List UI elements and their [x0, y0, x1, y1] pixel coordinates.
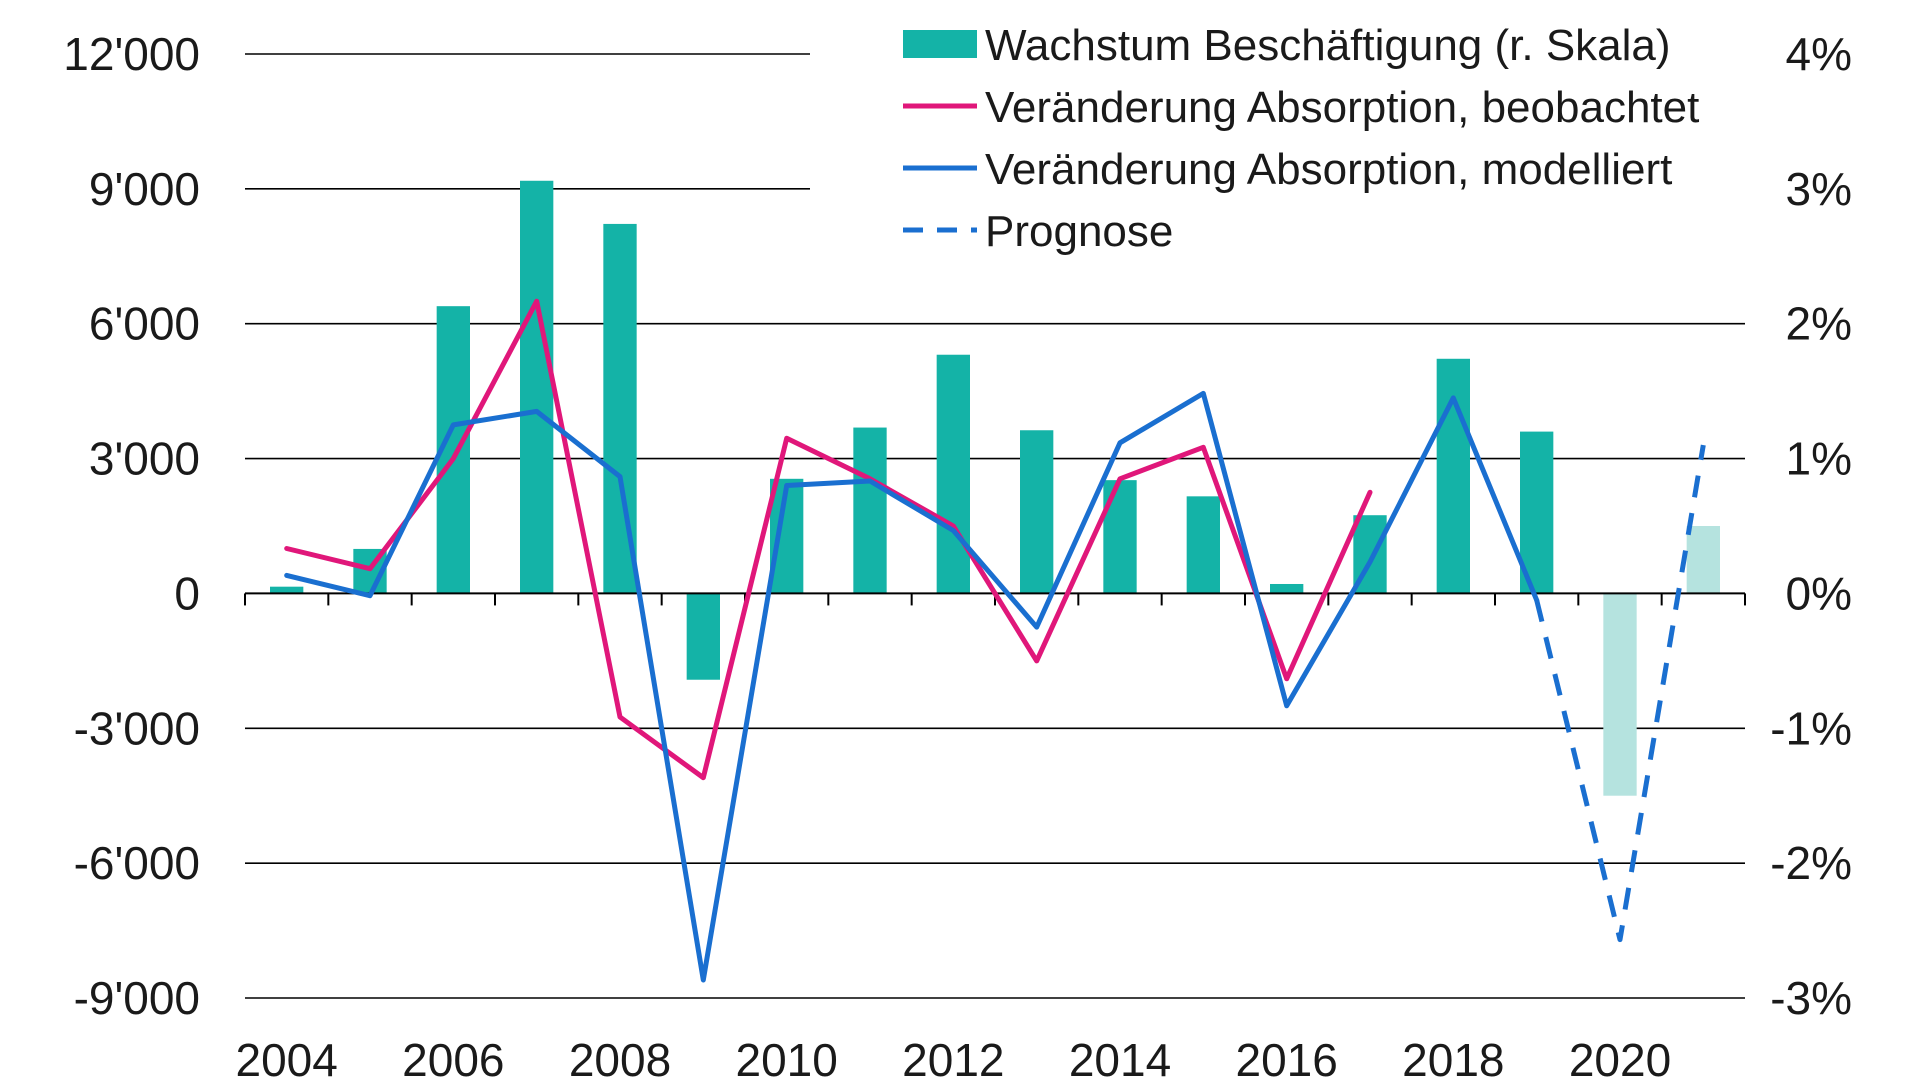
- forecast-line: [1534, 444, 1706, 943]
- x-tick-label: 2020: [1569, 1034, 1671, 1080]
- legend-item: Veränderung Absorption, modelliert: [903, 145, 1672, 194]
- absorption-lines: [284, 298, 1706, 983]
- observed-absorption-line: [284, 298, 1373, 781]
- legend-label: Veränderung Absorption, beobachtet: [985, 83, 1699, 132]
- legend-item: Veränderung Absorption, beobachtet: [903, 83, 1699, 132]
- y-right-tick-label: 1%: [1786, 433, 1852, 485]
- tick-labels: 12'000 9'000 6'000 3'000 0 -3'000 -6'000 -9'000…: [63, 28, 1852, 1085]
- x-tick-label: 2016: [1235, 1034, 1337, 1080]
- y-left-tick-label: 12'000: [63, 28, 200, 80]
- bar-2013: [1020, 430, 1054, 594]
- bar-2015: [1186, 496, 1220, 594]
- x-tick-label: 2012: [902, 1034, 1004, 1080]
- x-tick-label: 2006: [402, 1034, 504, 1080]
- legend-label: Veränderung Absorption, modelliert: [985, 145, 1672, 194]
- y-left-tick-label: -3'000: [74, 702, 200, 754]
- y-right-tick-label: 2%: [1786, 298, 1852, 350]
- x-tick-label: 2014: [1069, 1034, 1171, 1080]
- y-right-tick-label: -3%: [1770, 972, 1852, 1024]
- bar-2004: [270, 586, 304, 594]
- y-right-tick-label: 4%: [1786, 28, 1852, 80]
- bar-2018: [1436, 358, 1470, 594]
- y-right-tick-label: 3%: [1786, 163, 1852, 215]
- bar-2012: [936, 354, 970, 594]
- legend-label: Wachstum Beschäftigung (r. Skala): [985, 21, 1671, 70]
- y-left-tick-label: 0: [174, 567, 200, 619]
- bar-2020: [1603, 593, 1637, 796]
- legend: Wachstum Beschäftigung (r. Skala) Verände…: [903, 21, 1699, 256]
- legend-label: Prognose: [985, 207, 1173, 256]
- legend-item: Wachstum Beschäftigung (r. Skala): [903, 21, 1671, 70]
- legend-item: Prognose: [903, 207, 1173, 256]
- y-left-tick-label: -6'000: [74, 837, 200, 889]
- y-left-tick-label: 3'000: [89, 433, 200, 485]
- legend-swatch-bar: [903, 30, 977, 58]
- bar-2016: [1270, 583, 1304, 594]
- bar-2014: [1103, 480, 1137, 594]
- y-left-tick-label: 9'000: [89, 163, 200, 215]
- y-right-tick-label: -2%: [1770, 837, 1852, 889]
- y-right-tick-label: -1%: [1770, 702, 1852, 754]
- y-left-tick-label: -9'000: [74, 972, 200, 1024]
- modelled-absorption-line: [284, 390, 1540, 983]
- bar-2009: [686, 593, 720, 680]
- employment-growth-bars: [270, 180, 1720, 796]
- x-tick-label: 2018: [1402, 1034, 1504, 1080]
- x-tick-label: 2010: [735, 1034, 837, 1080]
- y-right-tick-label: 0%: [1786, 567, 1852, 619]
- x-tick-label: 2008: [569, 1034, 671, 1080]
- gridlines: [245, 53, 1745, 999]
- x-tick-label: 2004: [235, 1034, 337, 1080]
- bar-2021: [1686, 526, 1720, 594]
- bar-2007: [520, 180, 554, 594]
- bar-2011: [853, 427, 887, 594]
- bar-2019: [1520, 431, 1554, 594]
- y-left-tick-label: 6'000: [89, 298, 200, 350]
